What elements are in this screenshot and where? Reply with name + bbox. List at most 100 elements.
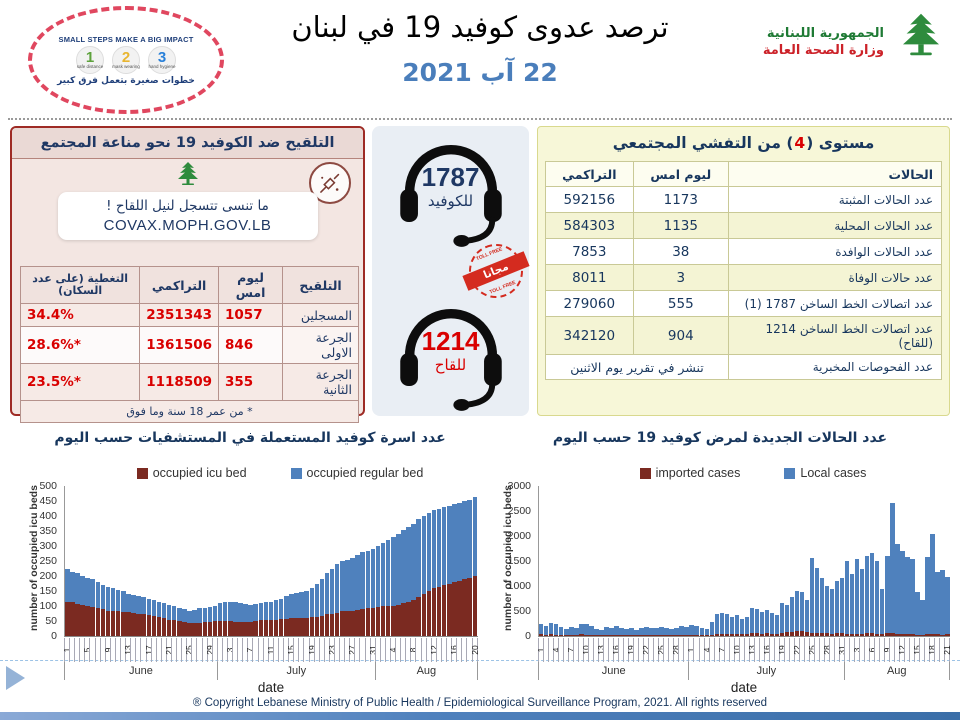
corner-arrow-icon (6, 666, 25, 690)
bar (222, 602, 228, 636)
bar (329, 568, 335, 636)
bar (539, 624, 544, 636)
bar (729, 616, 735, 636)
bar (644, 626, 649, 636)
bar (754, 609, 760, 636)
bar (925, 556, 930, 636)
bar (385, 540, 391, 636)
vaccination-panel-title: التلقيح ضد الكوفيد 19 نحو مناعة المجتمع (12, 128, 363, 159)
cedar-icon (892, 12, 950, 71)
bar (819, 578, 825, 636)
outbreak-panel: مستوى (4) من التفشي المجتمعي الحالات ليوم… (537, 126, 950, 416)
bar (156, 601, 162, 636)
bar (549, 623, 554, 636)
bar (860, 568, 865, 636)
bar (599, 630, 604, 636)
bar (764, 609, 770, 636)
bar (584, 623, 589, 636)
beds-x-axis-label: date (257, 680, 285, 695)
header-separator (8, 118, 952, 120)
bar (375, 546, 381, 636)
bar (187, 610, 192, 636)
month-label: June (64, 661, 217, 680)
bar (829, 588, 835, 636)
bar (574, 627, 579, 636)
month-label: July (688, 661, 843, 680)
table-row: الجرعة الاولى 846 1361506 *28.6% (19, 326, 359, 364)
legend-item: Local cases (784, 466, 866, 480)
beds-month-axis: June July Aug (64, 661, 478, 680)
bar (594, 629, 599, 636)
campaign-steps: 1 safe distance 2 mask wearing 3 hand hy… (76, 45, 176, 74)
bar (233, 602, 238, 636)
vaccine-hotline-label: للقاح (434, 356, 467, 374)
bar (431, 510, 437, 636)
bar (619, 627, 624, 636)
x-tick-label: 20 (469, 644, 480, 655)
bar (426, 513, 432, 636)
bar (614, 626, 619, 636)
step-1-icon: 1 safe distance (76, 45, 104, 74)
bar (202, 607, 208, 636)
vaccination-table: التلقيح ليوم امس التراكمي التغطية (على عدد … (19, 266, 359, 423)
bar (834, 580, 840, 636)
legend-swatch (784, 467, 796, 479)
bar (579, 624, 584, 636)
bar (684, 627, 689, 636)
covax-link[interactable]: COVAX.MOPH.GOV.LB (103, 217, 272, 234)
vaccine-hotline-number: 1214 (421, 326, 480, 356)
bar (309, 588, 314, 636)
bar (452, 504, 457, 636)
bar (462, 501, 467, 636)
bar (273, 600, 279, 636)
legend-item: occupied icu bed (136, 466, 247, 480)
bar (724, 614, 729, 636)
beds-chart: occupied icu bed occupied regular bed num… (16, 464, 484, 700)
bar (900, 551, 905, 636)
bar (355, 555, 360, 636)
bar (779, 602, 785, 636)
bar (945, 576, 950, 636)
bar (589, 625, 594, 636)
bar (391, 537, 396, 636)
legend-item: occupied regular bed (290, 466, 423, 480)
bar (166, 604, 172, 636)
bar (799, 592, 805, 636)
copyright-text: ® Copyright Lebanese Ministry of Public … (192, 697, 768, 709)
bar (192, 609, 197, 636)
bar (679, 625, 684, 636)
beds-chart-title: عدد اسرة كوفيد المستعملة في المستشفيات ح… (54, 430, 446, 446)
bar (228, 601, 233, 636)
bar (809, 557, 815, 636)
bar (263, 602, 269, 636)
bar (197, 608, 202, 636)
bar (669, 629, 674, 636)
moph-ministry-line: وزارة الصحة العامة (762, 42, 884, 58)
bar (136, 595, 141, 636)
vax-column-header: التلقيح (282, 266, 359, 304)
bar (784, 604, 790, 636)
outbreak-column-header: التراكمي (545, 161, 634, 187)
registration-reminder: ما تنسى تتسجل لنيل اللقاح ! (106, 198, 269, 214)
table-row: المسجلين 1057 2351343 34.4% (19, 303, 359, 327)
bar (380, 543, 386, 636)
cases-x-axis-label: date (730, 680, 758, 695)
campaign-logo: SMALL STEPS MAKE A BIG IMPACT 1 safe dis… (28, 6, 224, 114)
bar (915, 592, 920, 636)
legend-swatch (290, 467, 302, 479)
cedar-small-icon (12, 161, 363, 191)
bar (664, 628, 669, 636)
bar (441, 507, 447, 636)
table-row: عدد اتصالات الخط الساخن 1787 (1) 555 27906… (545, 290, 942, 317)
bar (345, 559, 350, 636)
step-3-icon: 3 hand hygiene (148, 45, 176, 74)
bar (411, 523, 416, 636)
outbreak-table: الحالات ليوم امس التراكمي عدد الحالات المثب… (545, 161, 942, 380)
bar (365, 550, 371, 636)
bar (814, 567, 820, 636)
moph-republic-line: الجمهورية اللبنانية (766, 25, 884, 41)
bar (75, 573, 80, 636)
bar (649, 627, 654, 636)
bar (436, 508, 442, 636)
bar (694, 625, 699, 636)
